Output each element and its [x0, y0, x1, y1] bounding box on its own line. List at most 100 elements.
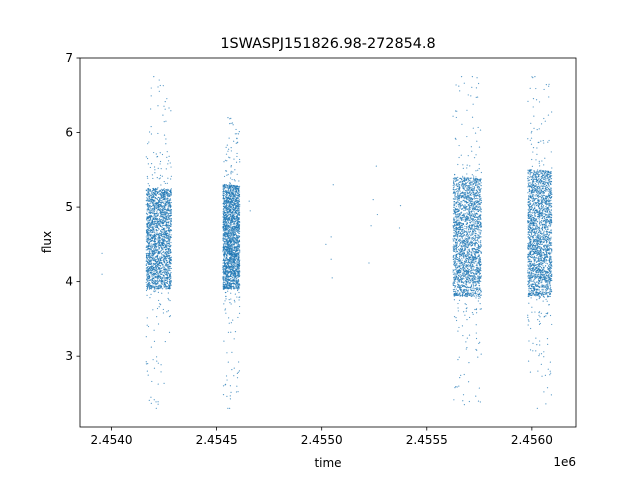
- data-point: [153, 213, 155, 215]
- data-point: [231, 208, 233, 210]
- data-point: [222, 186, 224, 188]
- data-point: [150, 239, 153, 241]
- data-point: [224, 205, 226, 207]
- data-point: [149, 208, 152, 210]
- data-point: [153, 367, 156, 369]
- data-point: [223, 161, 225, 163]
- data-point: [166, 182, 168, 184]
- data-point: [147, 228, 149, 230]
- data-point: [477, 188, 479, 190]
- data-point: [166, 197, 168, 200]
- data-point: [234, 233, 236, 235]
- data-point: [236, 137, 238, 140]
- data-point: [160, 371, 162, 373]
- data-point: [238, 252, 240, 255]
- data-point: [160, 285, 162, 287]
- data-point: [148, 242, 150, 244]
- data-point: [230, 263, 232, 265]
- data-point: [222, 267, 224, 269]
- data-point: [146, 283, 148, 286]
- data-point: [158, 287, 161, 289]
- data-point: [150, 210, 152, 212]
- data-point: [152, 224, 154, 226]
- data-point: [230, 287, 232, 290]
- data-point: [228, 202, 230, 204]
- data-point: [160, 168, 162, 170]
- data-point: [154, 237, 156, 239]
- data-point: [227, 218, 229, 220]
- data-point: [146, 263, 148, 265]
- data-point: [159, 236, 161, 238]
- data-point: [232, 268, 234, 270]
- data-point: [153, 211, 155, 213]
- data-point: [235, 257, 238, 259]
- data-point: [167, 195, 170, 197]
- data-point: [226, 243, 228, 245]
- data-point: [238, 246, 241, 248]
- data-point: [170, 214, 172, 216]
- data-point: [229, 223, 231, 226]
- data-point: [226, 379, 228, 381]
- data-point: [158, 206, 161, 208]
- data-point: [227, 220, 229, 222]
- data-point: [167, 163, 169, 165]
- data-point: [157, 204, 159, 206]
- data-point: [228, 205, 231, 207]
- data-point: [237, 243, 239, 245]
- data-point: [169, 212, 171, 214]
- data-point: [162, 216, 164, 218]
- data-point: [230, 223, 232, 225]
- data-point: [153, 282, 155, 284]
- data-point: [225, 226, 227, 228]
- data-point: [157, 251, 159, 254]
- data-point: [239, 271, 241, 273]
- data-point: [151, 212, 153, 214]
- data-point: [159, 219, 161, 221]
- data-point: [227, 224, 229, 226]
- data-point: [227, 262, 229, 264]
- data-point: [230, 212, 232, 215]
- data-point: [145, 336, 147, 338]
- data-point: [154, 201, 156, 203]
- data-point: [237, 235, 239, 237]
- data-point: [149, 190, 152, 192]
- data-point: [156, 279, 159, 281]
- data-point: [150, 225, 152, 228]
- data-point: [150, 264, 153, 266]
- data-point: [222, 216, 224, 218]
- data-point: [152, 284, 154, 286]
- data-point: [455, 274, 457, 276]
- data-point: [162, 208, 164, 210]
- data-point: [149, 245, 151, 247]
- data-point: [236, 195, 238, 197]
- data-point: [156, 232, 158, 234]
- data-point: [168, 239, 170, 241]
- data-point: [154, 172, 156, 174]
- data-point: [157, 383, 159, 385]
- data-point: [156, 214, 159, 216]
- data-point: [168, 276, 170, 278]
- data-point: [229, 192, 231, 195]
- data-point: [155, 267, 158, 269]
- data-point: [146, 199, 148, 201]
- data-point: [235, 243, 238, 245]
- data-point: [165, 273, 168, 276]
- data-point: [229, 219, 231, 221]
- data-point: [166, 255, 168, 257]
- data-point: [473, 228, 475, 230]
- data-point: [160, 212, 162, 214]
- data-point: [154, 220, 156, 223]
- data-point: [147, 325, 150, 328]
- data-point: [165, 212, 167, 214]
- data-point: [164, 202, 166, 205]
- data-point: [222, 239, 224, 242]
- data-point: [153, 151, 155, 154]
- data-point: [148, 198, 150, 200]
- data-point: [234, 265, 236, 267]
- data-point: [239, 250, 241, 252]
- data-point: [161, 236, 163, 238]
- data-point: [164, 218, 166, 221]
- data-point: [159, 258, 161, 260]
- data-point: [229, 395, 231, 397]
- data-point: [234, 276, 237, 278]
